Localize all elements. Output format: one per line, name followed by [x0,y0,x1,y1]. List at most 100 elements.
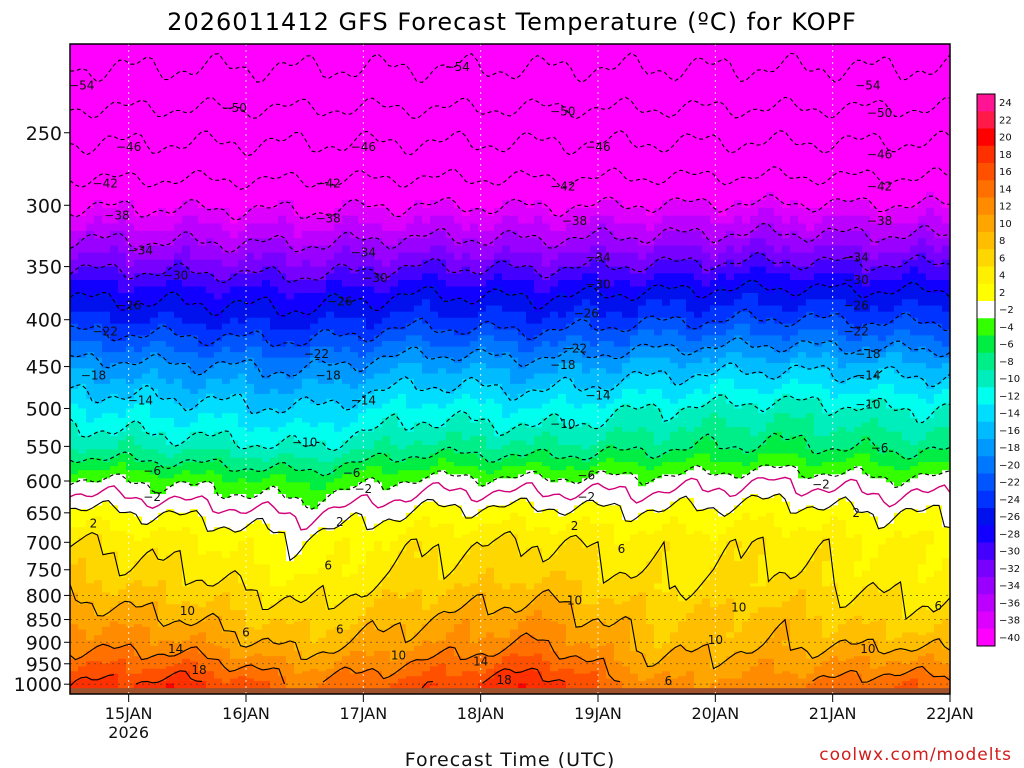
temperature-cell [678,427,687,450]
colorbar-label: 4 [999,271,1005,282]
temperature-cell [534,215,543,239]
temperature-cell [78,604,87,631]
temperature-cell [790,398,799,419]
temperature-cell [262,461,271,471]
temperature-cell [694,427,703,442]
temperature-cell [206,436,215,450]
temperature-cell [462,534,471,556]
temperature-cell [358,252,367,268]
temperature-cell [126,363,135,385]
temperature-cell [902,680,911,694]
temperature-cell [518,368,527,385]
contour-label: −22 [304,347,329,361]
temperature-cell [870,207,879,225]
temperature-cell [126,583,135,602]
temperature-cell [590,501,599,525]
temperature-cell [470,341,479,353]
temperature-cell [502,520,511,535]
temperature-cell [262,223,271,239]
temperature-cell [438,357,447,369]
temperature-cell [774,466,783,495]
colorbar-swatch [977,214,995,233]
temperature-cell [278,440,287,455]
credit-text[interactable]: coolwx.com/modelts [819,745,1012,765]
contour-label: −22 [843,324,868,338]
temperature-cell [214,527,223,552]
temperature-cell [814,530,823,549]
temperature-cell [614,373,623,385]
temperature-cell [870,668,879,680]
colorbar-label: 14 [999,184,1012,195]
temperature-cell [222,431,231,450]
temperature-cell [606,230,615,254]
colorbar-swatch [977,197,995,216]
temperature-cell [294,44,303,217]
temperature-cell [350,273,359,288]
temperature-cell [750,280,759,294]
temperature-cell [854,393,863,410]
temperature-cell [534,595,543,611]
temperature-cell [454,413,463,433]
temperature-cell [518,457,527,467]
temperature-cell [694,317,703,331]
temperature-cell [374,453,383,467]
temperature-cell [462,368,471,380]
temperature-cell [182,586,191,602]
temperature-cell [358,431,367,450]
temperature-cell [622,403,631,433]
temperature-cell [278,357,287,375]
temperature-cell [918,378,927,400]
temperature-cell [806,238,815,254]
temperature-cell [806,561,815,620]
temperature-cell [270,466,279,475]
temperature-cell [718,516,727,535]
contour-label: 2 [852,506,860,520]
temperature-cell [726,44,735,209]
temperature-cell [790,346,799,359]
temperature-cell [910,230,919,247]
temperature-cell [462,618,471,660]
temperature-cell [782,640,791,647]
temperature-cell [798,478,807,510]
temperature-cell [270,238,279,254]
temperature-cell [926,632,935,644]
temperature-cell [494,523,503,539]
temperature-cell [230,317,239,336]
temperature-cell [198,607,207,622]
temperature-cell [846,273,855,288]
temperature-cell [310,427,319,446]
temperature-cell [654,299,663,319]
temperature-cell [854,199,863,217]
temperature-cell [558,444,567,459]
temperature-cell [822,449,831,463]
temperature-cell [302,601,311,620]
temperature-cell [126,453,135,471]
temperature-cell [534,449,543,463]
temperature-cell [550,554,559,572]
temperature-cell [918,607,927,636]
temperature-cell [150,668,159,684]
temperature-cell [582,388,591,405]
temperature-cell [398,230,407,239]
temperature-cell [438,408,447,428]
temperature-cell [414,589,423,634]
temperature-cell [526,266,535,281]
temperature-cell [934,44,943,201]
y-tick-label: 650 [26,503,62,525]
temperature-cell [150,341,159,353]
temperature-cell [302,230,311,247]
temperature-cell [214,352,223,364]
temperature-cell [766,453,775,467]
temperature-cell [470,466,479,479]
temperature-cell [886,466,895,483]
temperature-cell [654,478,663,514]
contour-label: −10 [550,417,575,431]
temperature-cell [334,431,343,450]
temperature-cell [166,215,175,232]
temperature-cell [790,280,799,300]
temperature-cell [686,457,695,471]
colorbar-swatch [977,163,995,181]
colorbar-swatch [977,473,995,492]
temperature-cell [254,494,263,521]
temperature-cell [574,238,583,254]
